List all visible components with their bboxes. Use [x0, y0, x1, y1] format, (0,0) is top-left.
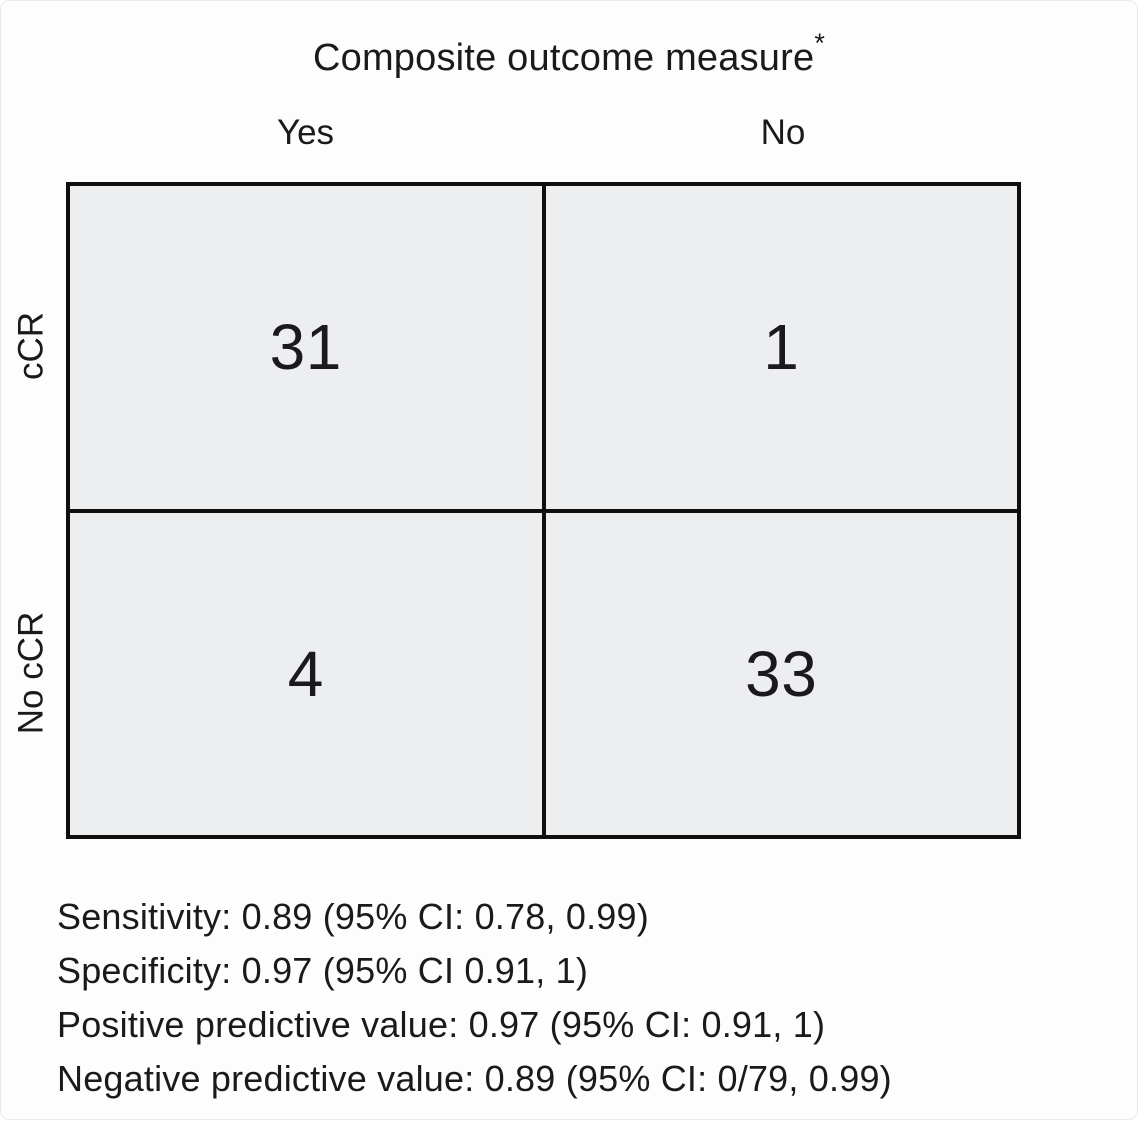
- cell-no-ccr-yes: 4: [70, 512, 542, 835]
- column-header-yes: Yes: [276, 113, 335, 152]
- stat-line-positive-predictive-value: Positive predictive value: 0.97 (95% CI:…: [57, 1004, 826, 1045]
- row-label-ccr: cCR: [11, 311, 51, 381]
- cell-ccr-yes: 31: [70, 186, 542, 509]
- cell-ccr-no: 1: [545, 186, 1017, 509]
- column-header-no: No: [760, 113, 806, 152]
- row-label-no-ccr: No cCR: [11, 611, 51, 735]
- stat-line-sensitivity: Sensitivity: 0.89 (95% CI: 0.78, 0.99): [57, 896, 649, 937]
- cell-no-ccr-no: 33: [545, 512, 1017, 835]
- stat-line-negative-predictive-value: Negative predictive value: 0.89 (95% CI:…: [57, 1058, 892, 1099]
- confusion-matrix-grid: 31 1 4 33: [66, 182, 1021, 839]
- figure-title: Composite outcome measure*: [1, 30, 1137, 81]
- title-asterisk: *: [814, 28, 826, 59]
- statistics-block: Sensitivity: 0.89 (95% CI: 0.78, 0.99) S…: [57, 890, 892, 1106]
- figure-title-text: Composite outcome measure: [312, 37, 815, 79]
- stat-line-specificity: Specificity: 0.97 (95% CI 0.91, 1): [57, 950, 589, 991]
